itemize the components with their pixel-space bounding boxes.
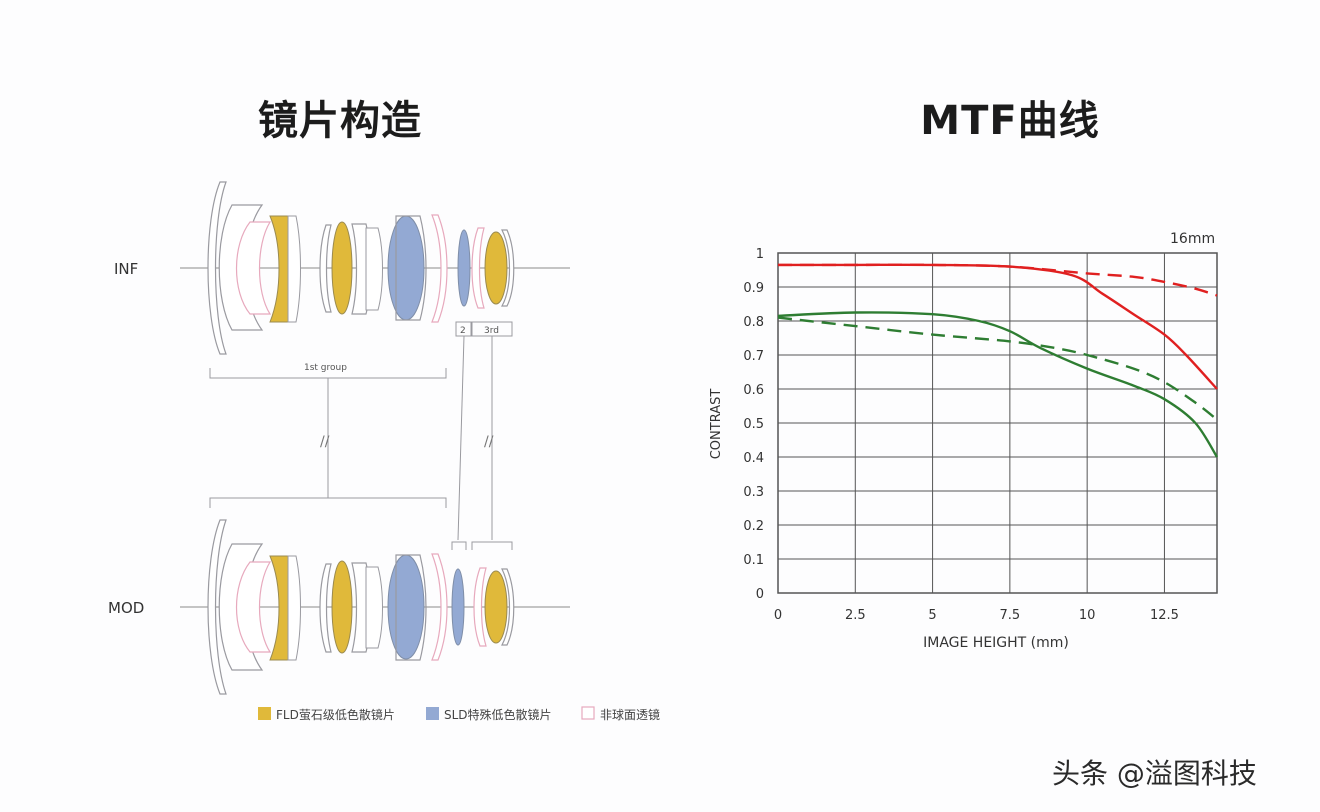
lens-element xyxy=(500,229,515,307)
mtf-chart: 00.10.20.30.40.50.60.70.80.910 2.5 5 7.5 10 1… xyxy=(709,231,1219,651)
fld-lens xyxy=(331,221,353,315)
lens-element xyxy=(207,519,227,695)
y-tick-label: 0.1 xyxy=(743,553,764,568)
row-label-mod: MOD xyxy=(108,599,144,617)
mtf-series-line-0 xyxy=(778,263,1218,390)
y-tick-label: 0.5 xyxy=(743,417,764,432)
aspherical-lens xyxy=(236,561,272,653)
lens-element xyxy=(365,566,383,649)
aspherical-lens xyxy=(473,567,487,647)
y-tick-label: 0.4 xyxy=(743,451,764,466)
lens-element xyxy=(501,568,515,646)
chart-grid xyxy=(777,252,1218,594)
legend-swatch-sld xyxy=(426,707,439,720)
connector-line xyxy=(457,335,465,541)
x-axis-label: IMAGE HEIGHT (mm) xyxy=(923,635,1069,651)
lens-element xyxy=(287,215,301,323)
mod-small-bracket xyxy=(451,541,467,550)
lens-legend: FLD萤石级低色散镜片 SLD特殊低色散镜片 非球面透镜 xyxy=(258,706,660,722)
x-tick-label: 7.5 xyxy=(1000,608,1021,623)
y-tick-label: 0.7 xyxy=(743,349,764,364)
lens-assembly-mod xyxy=(180,519,570,695)
aspherical-lens xyxy=(471,227,485,309)
legend-swatch-aspherical xyxy=(581,706,595,720)
legend-label-fld: FLD萤石级低色散镜片 xyxy=(276,707,395,722)
sld-lens xyxy=(387,554,425,660)
group-label-3rd: 3rd xyxy=(484,326,499,336)
mtf-series-line-3 xyxy=(777,316,1218,421)
x-tick-label: 0 xyxy=(774,608,782,623)
chart-series xyxy=(777,263,1219,458)
x-tick-label: 5 xyxy=(928,608,936,623)
lens-structure-title: 镜片构造 xyxy=(258,98,422,144)
y-tick-label: 0.3 xyxy=(743,485,764,500)
aspherical-lens xyxy=(236,221,272,315)
y-tick-label: 0 xyxy=(756,587,764,602)
y-tick-label: 0.8 xyxy=(743,315,764,330)
lens-assembly-inf: 2 3rd xyxy=(180,181,570,355)
sld-lens xyxy=(457,229,471,307)
mtf-series-line-1 xyxy=(778,263,1218,297)
mod-small-bracket xyxy=(471,541,513,550)
y-tick-label: 0.9 xyxy=(743,281,764,296)
lens-element xyxy=(287,555,301,661)
connector-break: // xyxy=(320,434,330,450)
fld-lens xyxy=(484,231,508,305)
sld-lens xyxy=(387,215,425,321)
watermark: 头条 @溢图科技 xyxy=(1052,757,1257,790)
sld-lens xyxy=(451,568,465,646)
lens-element xyxy=(319,224,332,313)
mod-group-bracket xyxy=(209,497,447,508)
chart-ticks: 00.10.20.30.40.50.60.70.80.910 2.5 5 7.5 10 1… xyxy=(743,247,1179,623)
row-label-inf: INF xyxy=(114,260,138,278)
fld-lens xyxy=(331,560,353,654)
lens-element xyxy=(207,181,227,355)
lens-element xyxy=(395,215,427,321)
y-tick-label: 0.6 xyxy=(743,383,764,398)
group-label-2: 2 xyxy=(460,326,466,336)
connector-break: // xyxy=(484,434,494,450)
lens-element xyxy=(395,554,427,661)
x-tick-label: 10 xyxy=(1079,608,1096,623)
x-tick-label: 2.5 xyxy=(845,608,866,623)
y-tick-label: 0.2 xyxy=(743,519,764,534)
y-axis-label: CONTRAST xyxy=(709,389,724,460)
x-tick-label: 12.5 xyxy=(1150,608,1179,623)
legend-swatch-fld xyxy=(258,707,271,720)
lens-element xyxy=(319,563,332,653)
y-tick-label: 1 xyxy=(756,247,764,262)
legend-label-aspherical: 非球面透镜 xyxy=(600,707,660,722)
legend-label-sld: SLD特殊低色散镜片 xyxy=(444,707,552,722)
fld-lens xyxy=(484,570,508,644)
focal-length-label: 16mm xyxy=(1170,231,1215,247)
aspherical-lens xyxy=(431,214,448,323)
group-label-1st: 1st group xyxy=(304,363,347,373)
mtf-series-line-2 xyxy=(777,311,1219,458)
lens-element xyxy=(365,227,383,311)
aspherical-lens xyxy=(431,553,448,661)
lens-diagram: INF MOD 2 xyxy=(108,181,660,722)
mtf-title: MTF曲线 xyxy=(920,98,1100,144)
